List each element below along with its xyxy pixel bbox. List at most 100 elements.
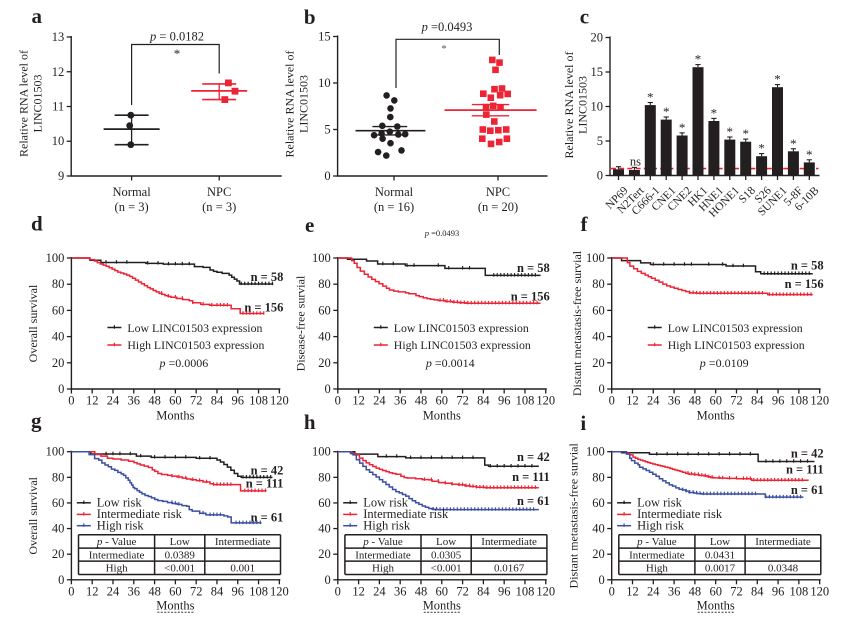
svg-text:5: 5 xyxy=(324,123,330,137)
svg-text:p =0.0109: p =0.0109 xyxy=(699,356,749,370)
svg-text:80: 80 xyxy=(52,277,65,291)
svg-text:120: 120 xyxy=(810,394,829,408)
svg-text:0: 0 xyxy=(598,573,604,587)
svg-text:n = 111: n = 111 xyxy=(246,477,284,491)
svg-text:n = 156: n = 156 xyxy=(785,277,824,291)
svg-text:60: 60 xyxy=(169,585,182,599)
svg-text:0: 0 xyxy=(324,169,330,183)
svg-text:80: 80 xyxy=(592,470,605,484)
svg-text:*: * xyxy=(695,52,702,67)
svg-text:Intermediate: Intermediate xyxy=(215,536,271,548)
svg-text:40: 40 xyxy=(318,330,331,344)
svg-text:LINC01503: LINC01503 xyxy=(576,76,590,134)
svg-text:Distant metastasis-free survia: Distant metastasis-free survial xyxy=(570,250,584,396)
svg-text:*: * xyxy=(441,43,447,55)
svg-text:48: 48 xyxy=(689,585,702,599)
svg-text:60: 60 xyxy=(592,303,605,317)
svg-text:Normal: Normal xyxy=(375,185,414,199)
svg-text:10: 10 xyxy=(591,100,604,114)
svg-text:60: 60 xyxy=(709,394,722,408)
svg-text:*: * xyxy=(727,124,734,139)
svg-text:p = 0.0182: p = 0.0182 xyxy=(149,30,204,44)
svg-text:60: 60 xyxy=(709,585,722,599)
svg-text:100: 100 xyxy=(312,445,331,459)
svg-text:n = 58: n = 58 xyxy=(791,259,824,273)
svg-text:84: 84 xyxy=(751,394,764,408)
svg-text:80: 80 xyxy=(592,277,605,291)
svg-text:Low: Low xyxy=(436,536,456,548)
svg-text:*: * xyxy=(711,106,718,121)
svg-text:Low: Low xyxy=(170,536,190,548)
svg-text:0: 0 xyxy=(68,585,74,599)
svg-text:n = 42: n = 42 xyxy=(791,447,824,461)
svg-text:108: 108 xyxy=(516,394,535,408)
svg-text:84: 84 xyxy=(477,585,490,599)
svg-text:60: 60 xyxy=(52,303,65,317)
svg-text:n = 61: n = 61 xyxy=(791,483,824,497)
svg-text:n = 111: n = 111 xyxy=(786,463,824,477)
svg-text:n = 58: n = 58 xyxy=(251,270,284,284)
svg-text:36: 36 xyxy=(668,585,681,599)
svg-text:*: * xyxy=(647,90,654,105)
svg-text:Normal: Normal xyxy=(113,185,152,199)
svg-text:p =0.0006: p =0.0006 xyxy=(159,356,209,370)
svg-text:Intermediate risk: Intermediate risk xyxy=(363,507,449,521)
svg-text:40: 40 xyxy=(318,522,331,536)
svg-text:n = 156: n = 156 xyxy=(244,301,283,315)
svg-text:Distant metastasis-free survia: Distant metastasis-free survial xyxy=(566,442,580,588)
svg-text:20: 20 xyxy=(52,356,65,370)
svg-text:72: 72 xyxy=(456,585,469,599)
svg-text:n = 58: n = 58 xyxy=(517,261,550,275)
svg-text:80: 80 xyxy=(318,277,331,291)
svg-text:*: * xyxy=(679,120,686,135)
svg-text:0: 0 xyxy=(609,394,615,408)
svg-text:Low risk: Low risk xyxy=(637,496,683,510)
svg-text:12: 12 xyxy=(626,585,639,599)
svg-text:108: 108 xyxy=(790,394,809,408)
svg-text:High: High xyxy=(646,562,669,574)
svg-text:Months: Months xyxy=(697,599,735,613)
svg-text:96: 96 xyxy=(232,585,245,599)
svg-text:Low risk: Low risk xyxy=(97,496,143,510)
svg-text:0: 0 xyxy=(598,382,604,396)
svg-text:(n = 20): (n = 20) xyxy=(478,200,518,214)
svg-text:15: 15 xyxy=(318,30,331,44)
svg-text:0: 0 xyxy=(335,585,341,599)
svg-text:36: 36 xyxy=(394,394,407,408)
svg-text:84: 84 xyxy=(211,585,224,599)
svg-text:*: * xyxy=(774,72,781,87)
svg-text:g: g xyxy=(31,409,42,433)
svg-text:0.001: 0.001 xyxy=(230,562,255,574)
svg-text:96: 96 xyxy=(772,394,785,408)
svg-text:72: 72 xyxy=(190,394,203,408)
svg-text:48: 48 xyxy=(148,394,161,408)
svg-text:13: 13 xyxy=(52,30,65,44)
svg-text:40: 40 xyxy=(592,522,605,536)
svg-text:0: 0 xyxy=(68,394,74,408)
svg-text:Months: Months xyxy=(156,409,194,423)
svg-text:n = 156: n = 156 xyxy=(511,290,550,304)
svg-text:Relative RNA level of: Relative RNA level of xyxy=(283,51,297,158)
svg-text:20: 20 xyxy=(318,356,331,370)
svg-text:15: 15 xyxy=(591,65,604,79)
svg-text:0.0348: 0.0348 xyxy=(768,562,799,574)
svg-text:24: 24 xyxy=(107,585,120,599)
svg-text:84: 84 xyxy=(477,394,490,408)
svg-text:20: 20 xyxy=(318,547,331,561)
svg-text:0.0017: 0.0017 xyxy=(705,562,736,574)
svg-text:120: 120 xyxy=(270,394,289,408)
svg-text:96: 96 xyxy=(498,585,511,599)
svg-text:60: 60 xyxy=(592,496,605,510)
svg-text:20: 20 xyxy=(52,547,65,561)
svg-text:*: * xyxy=(174,46,181,61)
svg-text:0: 0 xyxy=(597,169,603,183)
svg-text:40: 40 xyxy=(52,330,65,344)
svg-text:12: 12 xyxy=(626,394,639,408)
svg-text:n = 42: n = 42 xyxy=(251,464,284,478)
svg-text:36: 36 xyxy=(394,585,407,599)
svg-text:5: 5 xyxy=(597,134,603,148)
svg-text:Intermediate: Intermediate xyxy=(355,549,411,561)
svg-text:Low risk: Low risk xyxy=(363,496,409,510)
svg-text:100: 100 xyxy=(586,445,605,459)
svg-text:10: 10 xyxy=(318,76,331,90)
